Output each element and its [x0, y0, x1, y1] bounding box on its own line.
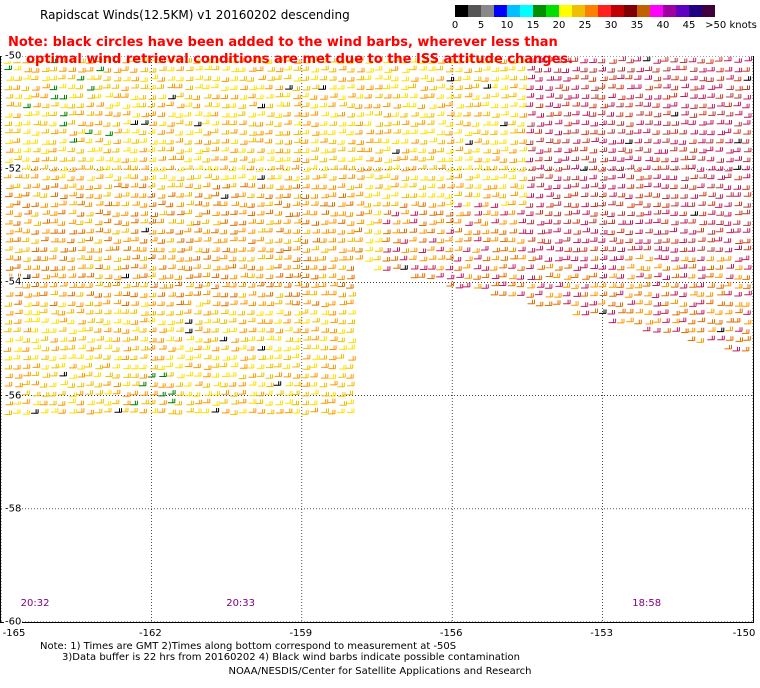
map-plot-area — [0, 56, 754, 623]
scale-label: 30 — [604, 20, 618, 31]
latitude-label: -56 — [4, 390, 23, 402]
scale-swatch — [507, 5, 520, 17]
scale-swatch — [598, 5, 611, 17]
map-title: Rapidscat Winds(12.5KM) v1 20160202 desc… — [40, 8, 350, 22]
scale-swatch — [611, 5, 624, 17]
longitude-label: -153 — [590, 628, 613, 639]
latitude-label: -60 — [4, 616, 23, 628]
scale-label: 5 — [477, 20, 485, 31]
color-scale-swatches — [455, 5, 715, 17]
scale-label: 25 — [578, 20, 592, 31]
wind-barb-group — [3, 56, 527, 415]
scale-swatch — [663, 5, 676, 17]
time-label: 18:58 — [632, 598, 662, 609]
wind-barb-group — [22, 56, 752, 414]
latitude-label: -58 — [4, 503, 23, 515]
scale-label: >50 knots — [705, 20, 757, 31]
wind-barb-group — [382, 56, 752, 352]
scale-swatch — [468, 5, 481, 17]
longitude-label: -159 — [289, 628, 313, 639]
scale-label: 45 — [682, 20, 696, 31]
scale-label: 20 — [552, 20, 566, 31]
time-label: 20:32 — [20, 598, 50, 609]
wind-barb-group — [3, 56, 752, 415]
wind-barb-group — [3, 56, 527, 415]
scale-label: 15 — [526, 20, 540, 31]
scale-swatch — [650, 5, 663, 17]
scale-swatch — [624, 5, 637, 17]
contamination-note: Note: black circles have been added to t… — [8, 34, 573, 68]
scale-swatch — [455, 5, 468, 17]
scale-swatch — [585, 5, 598, 17]
longitude-label: -156 — [439, 628, 463, 639]
latitude-label: -50 — [4, 50, 23, 62]
credit-line: NOAA/NESDIS/Center for Satellite Applica… — [228, 666, 532, 677]
scale-swatch — [689, 5, 702, 17]
scale-label: 35 — [630, 20, 644, 31]
scale-label: 40 — [656, 20, 670, 31]
footnote-line-1: Note: 1) Times are GMT 2)Times along bot… — [40, 641, 457, 652]
scale-swatch — [702, 5, 715, 17]
scale-swatch — [637, 5, 650, 17]
wind-barb-group — [527, 57, 752, 252]
wind-speed-color-scale: 0 5 10 15 20 25 30 35 40 45 >50 knots — [451, 5, 757, 34]
scale-label: 10 — [500, 20, 514, 31]
scale-swatch — [520, 5, 533, 17]
scale-swatch — [481, 5, 494, 17]
longitude-label: -150 — [732, 628, 756, 639]
wind-barb-group — [525, 56, 752, 253]
time-label: 20:33 — [226, 598, 256, 609]
note-line-1: Note: black circles have been added to t… — [8, 35, 558, 50]
longitude-label: -162 — [139, 628, 162, 639]
footnote-line-2: 3)Data buffer is 22 hrs from 20160202 4)… — [62, 652, 520, 663]
scale-swatch — [559, 5, 572, 17]
scale-swatch — [546, 5, 559, 17]
wind-barb-group — [4, 58, 176, 406]
note-line-2: optimal wind retrieval conditions are me… — [26, 52, 574, 67]
wind-barb-group — [3, 182, 751, 352]
scale-label: 0 — [451, 20, 459, 31]
latitude-label: -54 — [4, 276, 23, 288]
scale-swatch — [494, 5, 507, 17]
scale-swatch — [572, 5, 585, 17]
color-scale-labels: 0 5 10 15 20 25 30 35 40 45 >50 knots — [451, 20, 757, 34]
latitude-label: -52 — [4, 163, 23, 175]
wind-barbs — [3, 56, 752, 415]
scale-swatch — [676, 5, 689, 17]
wind-barb-field — [1, 56, 753, 622]
longitude-label: -165 — [2, 628, 26, 639]
scale-swatch — [533, 5, 546, 17]
